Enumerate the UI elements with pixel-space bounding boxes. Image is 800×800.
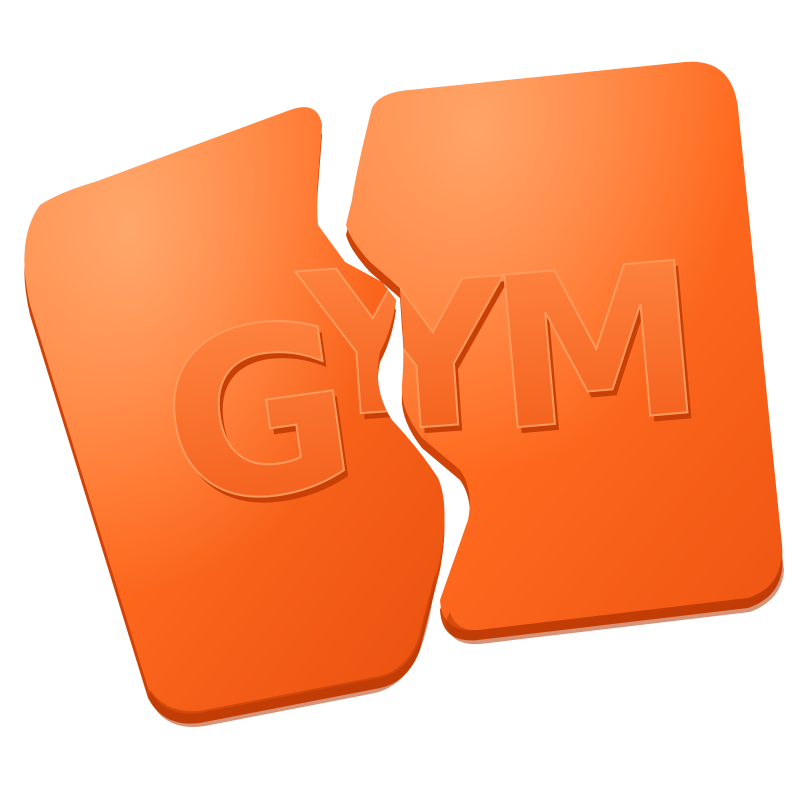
left-piece-rim <box>150 570 436 727</box>
letter-m-face: M <box>482 216 712 478</box>
left-sign-piece <box>24 107 445 727</box>
right-piece-gloss <box>346 61 783 631</box>
left-piece-gloss <box>24 107 445 714</box>
right-piece-rim <box>446 555 784 645</box>
letter-m: M M <box>481 215 716 484</box>
right-sign-piece <box>346 61 784 645</box>
svg-text:M: M <box>486 222 716 484</box>
letter-g: G G <box>145 269 374 567</box>
svg-text:G: G <box>150 276 374 567</box>
letter-g-face: G <box>146 270 370 561</box>
